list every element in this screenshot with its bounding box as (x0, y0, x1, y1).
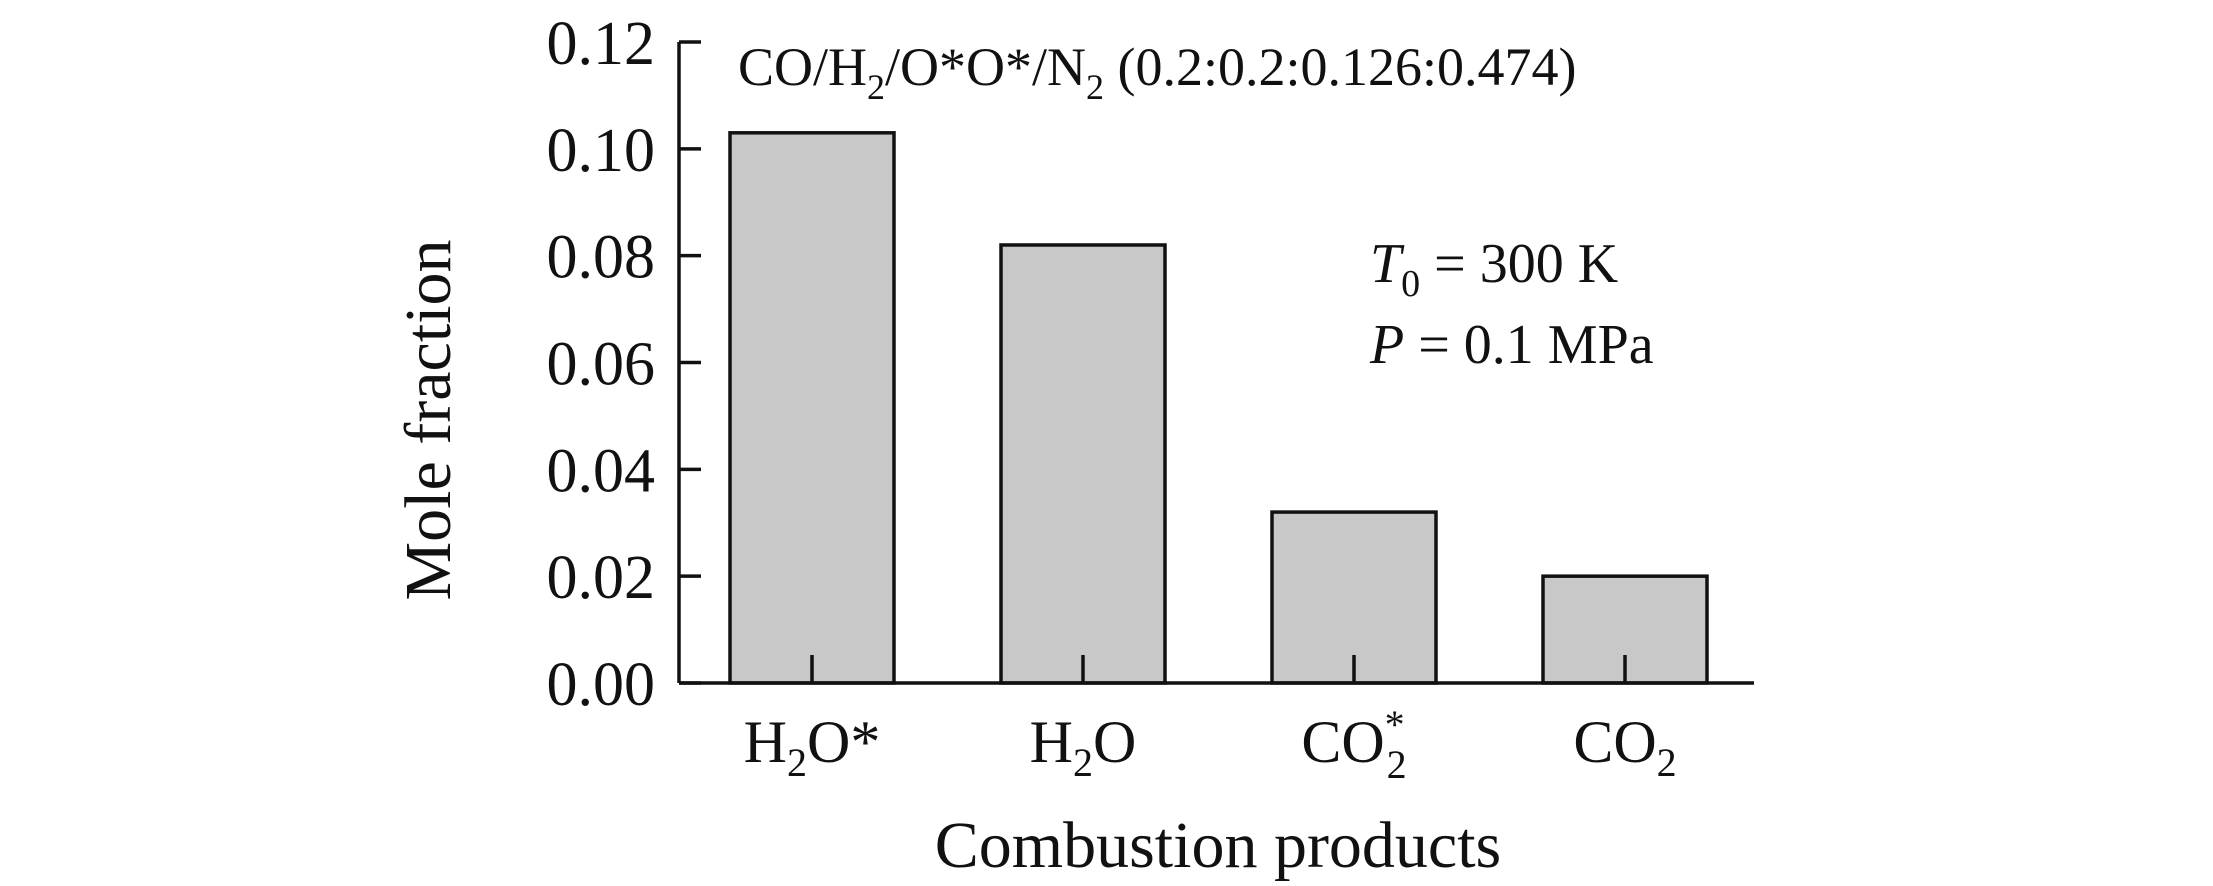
chart-title: CO/H2/O*O*/N2 (0.2:0.2:0.126:0.474) (738, 37, 1577, 107)
title-sub-2: 2 (1086, 67, 1104, 107)
x-axis-label: Combustion products (935, 809, 1502, 882)
bar-2 (1270, 510, 1438, 685)
annotation-pressure: P = 0.1 MPa (1369, 314, 1654, 376)
y-tick-label-3: 0.06 (547, 331, 656, 399)
t-subscript: 0 (1401, 263, 1420, 305)
p-variable: P (1369, 314, 1404, 376)
title-sub-1: 2 (867, 67, 885, 107)
x-tick-label-0: H2O* (744, 709, 881, 785)
bar-0 (728, 131, 896, 685)
y-tick-label-4: 0.08 (547, 224, 656, 292)
title-part-co: CO/H (738, 37, 867, 97)
t-value: = 300 K (1420, 233, 1618, 295)
title-ratio: (0.2:0.2:0.126:0.474) (1104, 37, 1576, 97)
y-axis-label: Mole fraction (392, 239, 465, 600)
bars-group (728, 131, 1709, 685)
y-tick-label-0: 0.00 (547, 651, 656, 719)
title-part-o: /O*O*/N (885, 37, 1086, 97)
p-value: = 0.1 MPa (1404, 314, 1654, 376)
annotation-temperature: T0 = 300 K (1370, 233, 1618, 305)
y-tick-label-2: 0.04 (547, 437, 656, 505)
t-variable: T (1370, 233, 1405, 295)
y-tick-label-6: 0.12 (547, 10, 656, 78)
bar-1 (999, 243, 1167, 685)
y-tick-label-1: 0.02 (547, 544, 656, 612)
x-tick-label-1: H2O (1030, 709, 1137, 785)
y-tick-label-5: 0.10 (547, 117, 656, 185)
x-ticks-group: H2O* H2O CO* 2 CO2 (744, 655, 1677, 787)
x-tick-label-2: CO* 2 (1301, 702, 1406, 787)
x-tick-label-3: CO2 (1573, 709, 1676, 785)
y-ticks-group: 0.00 0.02 0.04 0.06 0.08 0.10 0.12 (547, 10, 701, 719)
